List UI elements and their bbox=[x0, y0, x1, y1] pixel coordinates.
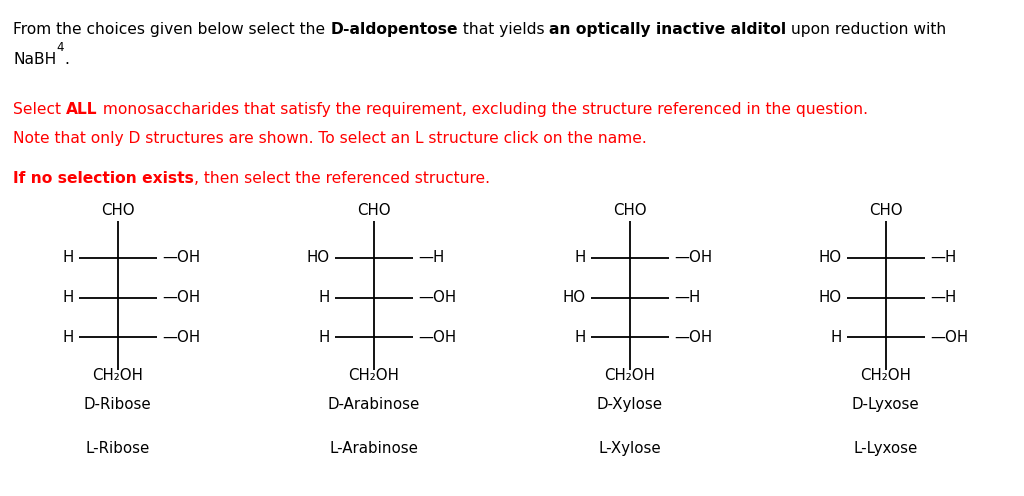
Text: —OH: —OH bbox=[162, 330, 200, 345]
Text: H: H bbox=[574, 250, 586, 265]
Text: upon reduction with: upon reduction with bbox=[786, 22, 946, 37]
Text: D-aldopentose: D-aldopentose bbox=[331, 22, 458, 37]
Text: —H: —H bbox=[418, 250, 444, 265]
Text: CHO: CHO bbox=[869, 203, 902, 218]
Text: CH₂OH: CH₂OH bbox=[92, 368, 143, 383]
Text: —H: —H bbox=[930, 250, 956, 265]
Text: CHO: CHO bbox=[357, 203, 390, 218]
Text: L-Lyxose: L-Lyxose bbox=[854, 441, 918, 456]
Text: H: H bbox=[62, 250, 74, 265]
Text: From the choices given below select the: From the choices given below select the bbox=[13, 22, 331, 37]
Text: —OH: —OH bbox=[674, 330, 712, 345]
Text: an optically inactive alditol: an optically inactive alditol bbox=[549, 22, 786, 37]
Text: H: H bbox=[62, 290, 74, 305]
Text: HO: HO bbox=[562, 290, 586, 305]
Text: Select: Select bbox=[13, 102, 67, 117]
Text: D-Ribose: D-Ribose bbox=[84, 397, 152, 412]
Text: —OH: —OH bbox=[674, 250, 712, 265]
Text: NaBH: NaBH bbox=[13, 52, 56, 67]
Text: D-Lyxose: D-Lyxose bbox=[852, 397, 920, 412]
Text: CHO: CHO bbox=[101, 203, 134, 218]
Text: monosaccharides that satisfy the requirement, excluding the structure referenced: monosaccharides that satisfy the require… bbox=[97, 102, 867, 117]
Text: —OH: —OH bbox=[418, 330, 456, 345]
Text: —H: —H bbox=[674, 290, 700, 305]
Text: D-Xylose: D-Xylose bbox=[597, 397, 663, 412]
Text: H: H bbox=[318, 290, 330, 305]
Text: HO: HO bbox=[818, 290, 842, 305]
Text: D-Arabinose: D-Arabinose bbox=[328, 397, 420, 412]
Text: —OH: —OH bbox=[162, 250, 200, 265]
Text: CH₂OH: CH₂OH bbox=[348, 368, 399, 383]
Text: .: . bbox=[65, 52, 69, 67]
Text: 4: 4 bbox=[56, 41, 65, 54]
Text: —H: —H bbox=[930, 290, 956, 305]
Text: L-Ribose: L-Ribose bbox=[86, 441, 150, 456]
Text: , then select the referenced structure.: , then select the referenced structure. bbox=[195, 171, 490, 186]
Text: CHO: CHO bbox=[613, 203, 646, 218]
Text: —OH: —OH bbox=[418, 290, 456, 305]
Text: —OH: —OH bbox=[930, 330, 968, 345]
Text: H: H bbox=[830, 330, 842, 345]
Text: that yields: that yields bbox=[458, 22, 549, 37]
Text: —OH: —OH bbox=[162, 290, 200, 305]
Text: CH₂OH: CH₂OH bbox=[604, 368, 655, 383]
Text: H: H bbox=[318, 330, 330, 345]
Text: L-Xylose: L-Xylose bbox=[598, 441, 662, 456]
Text: ALL: ALL bbox=[67, 102, 97, 117]
Text: H: H bbox=[62, 330, 74, 345]
Text: H: H bbox=[574, 330, 586, 345]
Text: If no selection exists: If no selection exists bbox=[13, 171, 195, 186]
Text: HO: HO bbox=[818, 250, 842, 265]
Text: L-Arabinose: L-Arabinose bbox=[330, 441, 418, 456]
Text: CH₂OH: CH₂OH bbox=[860, 368, 911, 383]
Text: Note that only D structures are shown. To select an L structure click on the nam: Note that only D structures are shown. T… bbox=[13, 131, 647, 146]
Text: HO: HO bbox=[306, 250, 330, 265]
